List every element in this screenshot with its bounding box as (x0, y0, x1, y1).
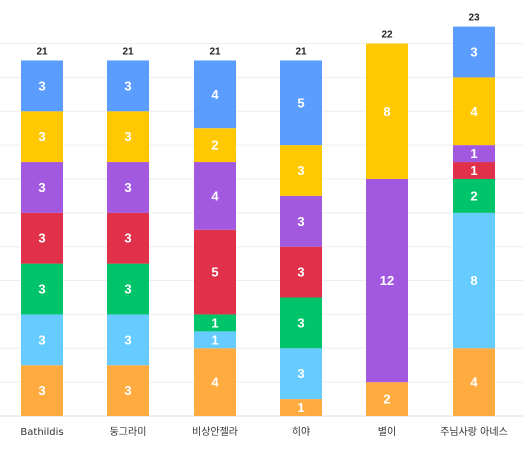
segment-value-label: 3 (297, 366, 304, 381)
segment-value-label: 1 (211, 332, 218, 347)
segment-value-label: 4 (211, 87, 219, 102)
category-label: 둥그라미 (110, 426, 147, 438)
segment-value-label: 3 (38, 180, 45, 195)
segment-value-label: 8 (470, 273, 477, 288)
bar-segment (194, 314, 236, 332)
segment-value-label: 8 (383, 104, 390, 119)
total-label: 21 (295, 46, 307, 57)
segment-value-label: 2 (383, 392, 390, 407)
bar-segment (280, 60, 322, 146)
bar-segment (21, 263, 63, 315)
bar-segment (280, 145, 322, 196)
category-label: Bathildis (20, 427, 63, 438)
bar-segment (280, 195, 322, 247)
segment-value-label: 4 (211, 375, 219, 390)
segment-value-label: 3 (124, 383, 131, 398)
segment-value-label: 3 (124, 332, 131, 347)
bar-segment (107, 263, 149, 315)
segment-value-label: 12 (380, 273, 394, 288)
category-labels: Bathildis 둥그라미 비상안젤라 히야 별이 주님사랑 아네스 (20, 426, 507, 438)
total-labels: 21 21 21 21 22 23 (36, 13, 480, 58)
segment-value-label: 3 (124, 129, 131, 144)
segment-value-label: 3 (297, 214, 304, 229)
total-label: 21 (209, 46, 221, 57)
bar-segment (107, 314, 149, 366)
bar-segment (453, 162, 495, 179)
bar-segment (194, 128, 236, 163)
total-label: 21 (36, 46, 48, 57)
bar-segment (107, 162, 149, 213)
bar-segment (107, 212, 149, 264)
bar-segment (366, 178, 408, 383)
bar-segment (194, 229, 236, 315)
bar-segment (21, 162, 63, 213)
bar-segment (107, 60, 149, 112)
segment-value-label: 3 (124, 231, 131, 246)
segment-value-label: 4 (470, 104, 478, 119)
bar-segment (453, 145, 495, 163)
segment-value-label: 5 (297, 95, 304, 110)
segment-value-label: 3 (124, 78, 131, 93)
bar-segment (21, 60, 63, 112)
category-label: 히야 (292, 426, 310, 438)
segment-value-label: 1 (470, 146, 477, 161)
bar-segment (280, 246, 322, 298)
bar-segment (453, 212, 495, 349)
segment-value-label: 3 (470, 45, 477, 60)
segment-value-label: 1 (470, 163, 477, 178)
segment-value-label: 2 (211, 138, 218, 153)
category-label: 비상안젤라 (192, 426, 238, 438)
bar-segment (194, 60, 236, 129)
segment-value-label: 3 (38, 332, 45, 347)
segment-value-label: 3 (124, 282, 131, 297)
bar-segment (107, 111, 149, 163)
grid-lines (0, 43, 523, 417)
bar-segment (366, 43, 408, 179)
bar-segment (194, 331, 236, 349)
bar-segment (194, 162, 236, 230)
segment-value-label: 3 (297, 315, 304, 330)
segment-value-label: 1 (211, 315, 218, 330)
bar-segment (453, 348, 495, 416)
bar-segment (453, 178, 495, 213)
segment-value-label: 3 (38, 282, 45, 297)
category-label: 별이 (378, 426, 396, 438)
segment-value-label: 3 (297, 163, 304, 178)
segment-value-label: 3 (38, 231, 45, 246)
segment-value-label: 4 (470, 375, 478, 390)
bar-segment (280, 348, 322, 400)
segment-value-label: 3 (38, 383, 45, 398)
bar-segment (21, 111, 63, 163)
segment-value-label: 3 (297, 265, 304, 280)
category-label: 주님사랑 아네스 (440, 426, 508, 438)
segment-value-label: 3 (38, 78, 45, 93)
total-label: 23 (468, 13, 480, 24)
bar-segment (194, 348, 236, 416)
bar-segment (366, 382, 408, 416)
bar-segment (107, 365, 149, 416)
bar-segment (280, 297, 322, 349)
bar-segment (21, 314, 63, 366)
total-label: 22 (381, 30, 393, 41)
segment-value-label: 3 (124, 180, 131, 195)
bar-segment (21, 365, 63, 416)
bar-segment (453, 26, 495, 78)
total-label: 21 (122, 46, 134, 57)
segment-value-label: 3 (38, 129, 45, 144)
segment-value-label: 4 (211, 188, 219, 203)
segment-value-label: 1 (297, 400, 304, 415)
bar-segment (280, 399, 322, 416)
bar-segment (21, 212, 63, 264)
bar-segment (453, 77, 495, 146)
segment-value-label: 2 (470, 188, 477, 203)
segment-value-label: 5 (211, 265, 218, 280)
